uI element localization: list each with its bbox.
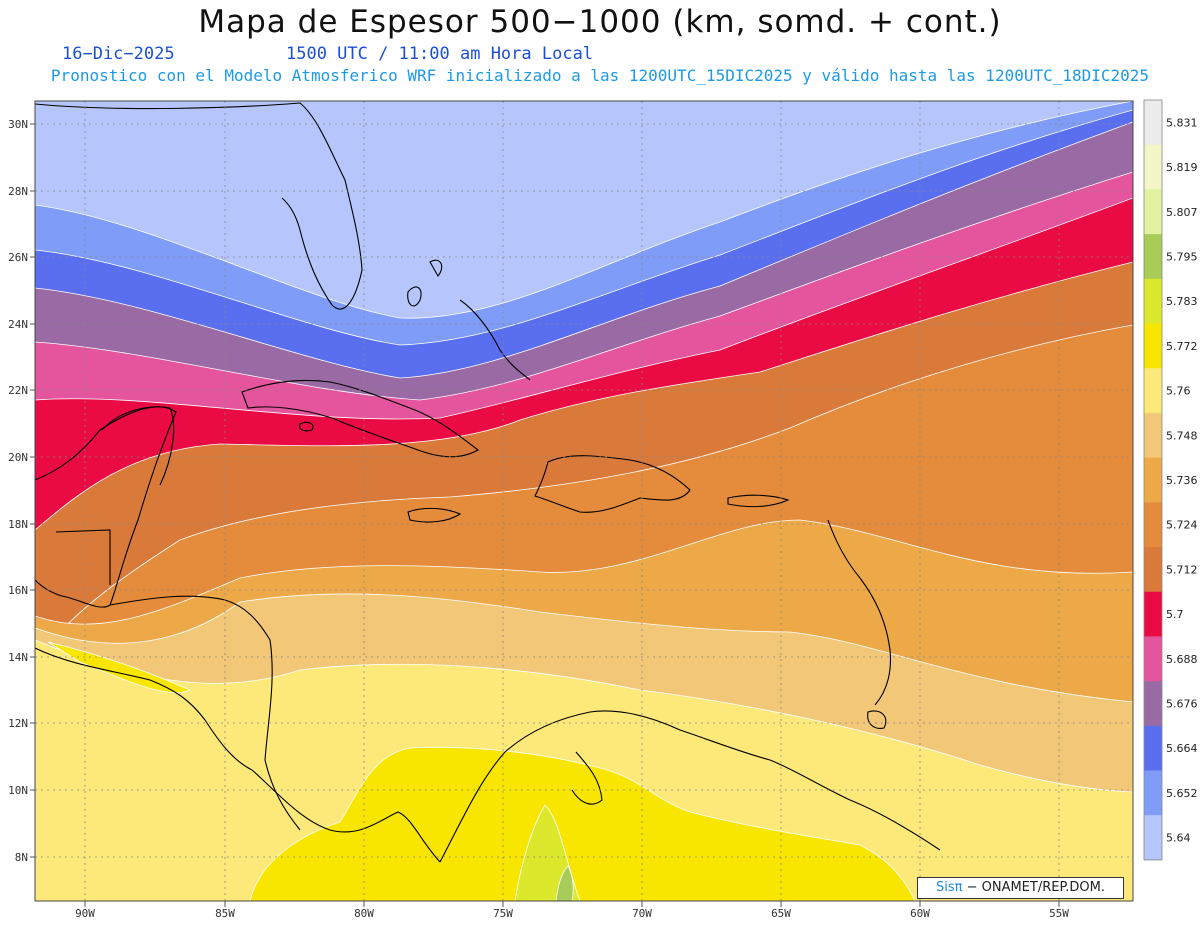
hispaniola [534,455,691,513]
lat-label: 18N [8,518,28,531]
colorbar-label: 5.807 [1166,206,1198,219]
puerto-rico [727,494,790,508]
lon-axis: 90W 85W 80W 75W 70W 65W 60W 55W [75,901,1069,920]
colorbar-frame [1143,99,1163,861]
colorbar-swatch [1144,725,1162,771]
band-5-795 [555,865,574,901]
colorbar-swatch [1144,234,1162,280]
lat-label: 22N [8,384,28,397]
lat-label: 28N [8,185,28,198]
bahamas-abaco [429,259,443,277]
jamaica [407,507,462,523]
colorbar-label: 5.772 [1166,340,1198,353]
colorbar-swatch [1144,368,1162,414]
colorbar-swatch [1144,100,1162,146]
colorbar-label: 5.676 [1166,698,1198,711]
colorbar-swatch [1144,189,1162,235]
lat-label: 14N [8,651,28,664]
colorbar-swatch [1144,681,1162,727]
sispi-logo: Sisπ [935,880,963,895]
colorbar-label: 5.795 [1166,251,1198,264]
colorbar-swatch [1144,547,1162,593]
lat-label: 30N [8,118,28,131]
colorbar-swatch [1144,144,1162,190]
lon-label: 80W [354,907,374,920]
colorbar-swatch [1144,457,1162,503]
lon-label: 85W [215,907,235,920]
isla-juventud [299,421,314,432]
lon-label: 65W [771,907,791,920]
band-5-772-north [47,641,191,694]
colorbar-label: 5.831 [1166,116,1198,129]
band-5-772 [249,746,916,901]
panama [251,769,441,863]
colorbar-label: 5.64 [1166,832,1191,845]
colorbar-label: 5.724 [1166,519,1198,532]
colorbar-swatch [1144,815,1162,861]
coastlines [35,102,941,863]
colorbar-label: 5.664 [1166,742,1198,755]
colorbar-label: 5.748 [1166,429,1198,442]
colorbar-swatch [1144,591,1162,637]
credit-text: − ONAMET/REP.DOM. [966,880,1106,895]
model-info: Pronostico con el Modelo Atmosferico WRF… [50,66,1150,85]
trinidad [867,710,887,729]
lat-axis: 30N 28N 26N 24N 22N 20N 18N 16N 14N 12N … [8,118,35,864]
colorbar-label: 5.7 [1166,608,1184,621]
central-america-east [109,595,301,831]
bahamas-andros [407,286,422,307]
lon-label: 75W [493,907,513,920]
yucatan [101,406,175,486]
colorbar-swatch [1144,278,1162,324]
colorbar-label: 5.688 [1166,653,1198,666]
thickness-shading [35,101,1133,901]
lon-label: 90W [75,907,95,920]
colorbar-swatch [1144,636,1162,682]
central-america-north [35,647,253,771]
maracaibo [571,751,603,805]
gulf-coast [35,406,177,608]
map-frame [34,100,1134,902]
florida-coast [35,102,363,310]
lesser-antilles [827,519,892,706]
cuba [241,379,480,458]
lon-label: 55W [1049,907,1069,920]
lat-label: 20N [8,451,28,464]
colorbar-label: 5.783 [1166,295,1198,308]
south-america [439,710,941,863]
colorbar-swatch [1144,502,1162,548]
belize-border [55,529,111,585]
colorbar: 5.831 5.819 5.807 5.795 5.783 5.772 5.76 5.748 5… [1143,99,1198,861]
lat-label: 8N [15,851,28,864]
forecast-time: 1500 UTC / 11:00 am Hora Local [286,44,594,64]
colorbar-swatch [1144,412,1162,459]
map-title: Mapa de Espesor 500−1000 (km, somd. + co… [198,4,1002,40]
colorbar-label: 5.76 [1166,385,1191,398]
colorbar-label: 5.736 [1166,474,1198,487]
colorbar-label: 5.652 [1166,787,1198,800]
lat-label: 26N [8,251,28,264]
lat-label: 16N [8,584,28,597]
lon-label: 60W [910,907,930,920]
colorbar-label: 5.712 [1166,563,1198,576]
lat-label: 10N [8,784,28,797]
colorbar-label: 5.819 [1166,161,1198,174]
gridlines [35,101,1133,901]
forecast-date: 16−Dic−2025 [62,44,175,64]
lat-label: 24N [8,318,28,331]
colorbar-swatch [1144,323,1162,369]
colorbar-swatch [1144,770,1162,816]
bahamas-chain [459,299,531,381]
credit-box: Sisπ − ONAMET/REP.DOM. [917,877,1124,899]
lon-label: 70W [632,907,652,920]
lat-label: 12N [8,717,28,730]
